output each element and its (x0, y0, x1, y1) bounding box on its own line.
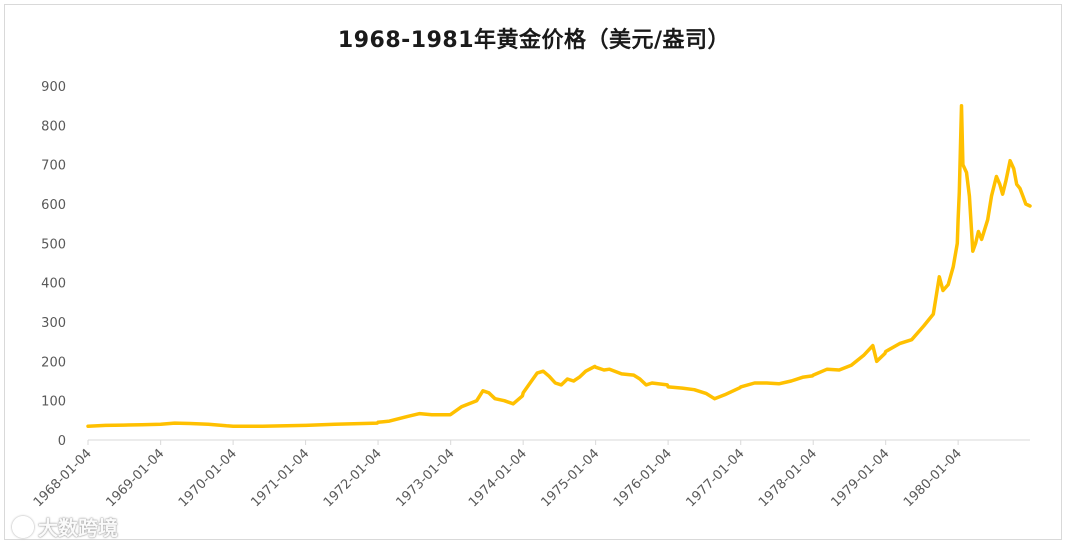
x-tick-label: 1970-01-04 (176, 446, 240, 510)
x-tick-label: 1971-01-04 (248, 446, 312, 510)
y-tick-label: 800 (41, 119, 66, 134)
watermark-logo-icon (12, 515, 34, 538)
x-tick-label: 1973-01-04 (393, 446, 457, 510)
gold-price-line (86, 103, 1032, 428)
chart-title: 1968-1981年黄金价格（美元/盎司） (337, 28, 731, 53)
x-tick-label: 1977-01-04 (684, 446, 748, 510)
y-axis-ticks: 0 100 200 300 400 500 600 700 800 900 (41, 80, 66, 449)
y-tick-label: 900 (41, 80, 66, 95)
watermark-text: 大数跨境 (38, 516, 118, 540)
y-tick-label: 0 (58, 434, 66, 449)
y-tick-label: 500 (41, 237, 66, 252)
x-tick-label: 1968-01-04 (31, 446, 95, 510)
x-tick-label: 1969-01-04 (103, 446, 167, 510)
x-tick-label: 1980-01-04 (901, 446, 965, 510)
x-axis-tick-labels: 1968-01-04 1969-01-04 1970-01-04 1971-01-04… (31, 446, 965, 510)
y-tick-label: 300 (41, 316, 66, 331)
x-tick-label: 1976-01-04 (611, 446, 675, 510)
y-tick-label: 100 (41, 395, 66, 410)
series-layer (86, 103, 1032, 428)
y-tick-label: 600 (41, 198, 66, 213)
chart-frame (4, 4, 1062, 540)
watermark: 大数跨境 (12, 512, 118, 541)
x-tick-label: 1979-01-04 (828, 446, 892, 510)
x-tick-label: 1978-01-04 (756, 446, 820, 510)
x-tick-label: 1975-01-04 (538, 446, 602, 510)
y-tick-label: 400 (41, 277, 66, 292)
y-tick-label: 200 (41, 355, 66, 370)
x-axis (87, 439, 1030, 445)
x-tick-label: 1972-01-04 (321, 446, 385, 510)
x-tick-label: 1974-01-04 (466, 446, 530, 510)
y-tick-label: 700 (41, 159, 66, 174)
